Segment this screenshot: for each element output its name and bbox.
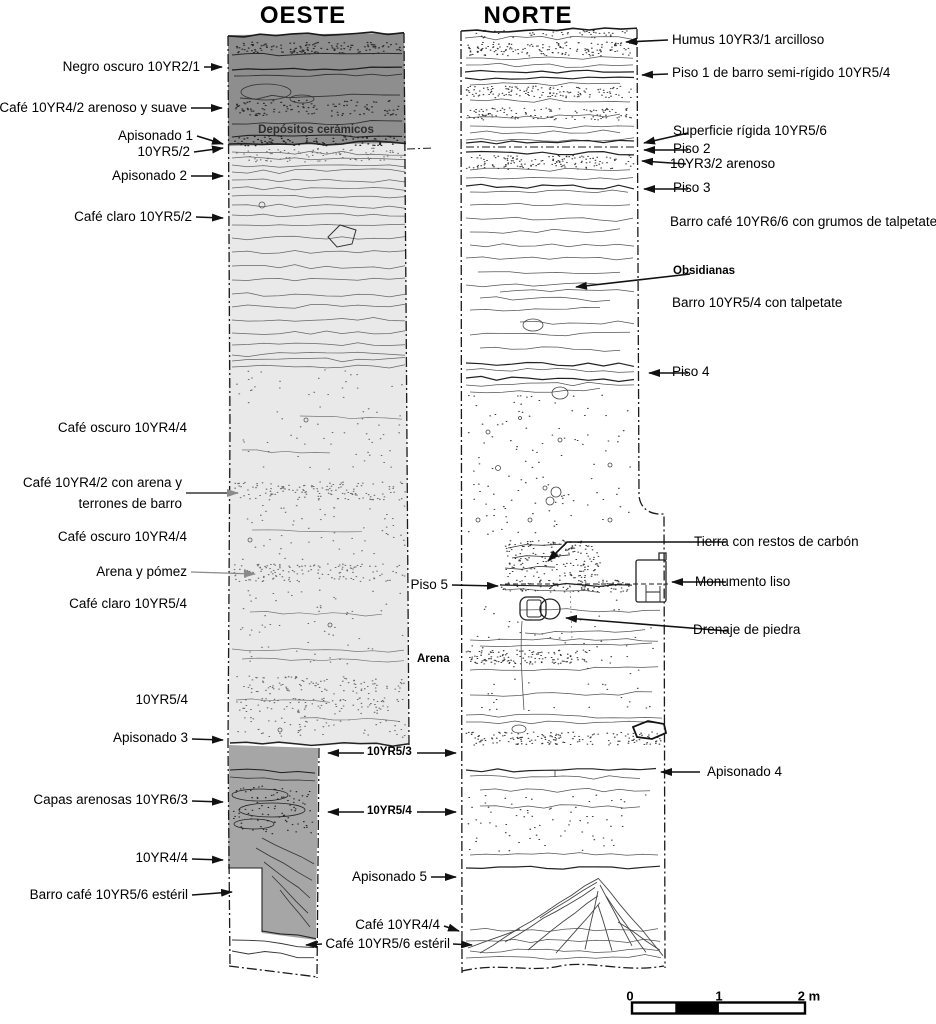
title-oeste: OESTE <box>259 2 347 29</box>
arrow-cafe-esteril-right <box>452 940 473 949</box>
label-piso-5: Piso 5 <box>410 576 448 592</box>
arrow-cafe-claro-52 <box>195 213 224 222</box>
label-cafe-arenoso-suave: Café 10YR4/2 arenoso y suave <box>0 99 187 115</box>
label-apisonado-5: Apisonado 5 <box>351 868 427 884</box>
label-cafe-44-mid: Café 10YR4/4 <box>355 916 440 932</box>
label-cafe-esteril-mid: Café 10YR5/6 estéril <box>325 935 450 951</box>
label-cafe-claro-54: Café claro 10YR5/4 <box>69 595 187 611</box>
label-arena-mid: Arena <box>417 653 450 666</box>
oeste-light-band <box>228 143 409 745</box>
label-piso-4: Piso 4 <box>672 363 710 379</box>
label-10yr54-mid: 10YR5/4 <box>367 805 412 818</box>
label-cafe-oscuro-44-b: Café oscuro 10YR4/4 <box>57 528 187 544</box>
label-arena-pomez: Arena y pómez <box>96 563 187 579</box>
label-10yr44: 10YR4/4 <box>135 849 188 865</box>
oeste-section <box>228 33 409 940</box>
label-piso-3: Piso 3 <box>673 179 711 195</box>
arrow-10yr52 <box>193 145 224 154</box>
label-apisonado-1: Apisonado 1 <box>117 127 193 143</box>
label-humus: Humus 10YR3/1 arcilloso <box>672 31 825 47</box>
label-apisonado-2: Apisonado 2 <box>111 167 187 183</box>
oeste-left-edge <box>227 35 231 967</box>
title-norte: NORTE <box>483 2 573 29</box>
arrow-obsidianas <box>575 273 691 290</box>
scale-tick-1: 1 <box>715 988 723 1004</box>
norte-left-edge <box>460 30 463 974</box>
arrow-10yr44 <box>191 855 224 864</box>
arrow-piso-1 <box>641 70 669 79</box>
label-piso-2: Piso 2 <box>673 140 711 156</box>
oeste-right-edge-upper <box>403 32 410 746</box>
label-cafe-claro-52: Café claro 10YR5/2 <box>74 208 192 224</box>
norte-right-edge <box>636 28 666 969</box>
label-cafe-con-arena: Café 10YR4/2 con arena y terrones de bar… <box>22 475 182 511</box>
label-apisonado-4: Apisonado 4 <box>707 763 783 779</box>
arrow-humus <box>625 37 669 46</box>
oeste-bottom-edge <box>228 965 319 978</box>
arrow-capas-arenosas <box>191 797 224 806</box>
label-apisonado-3: Apisonado 3 <box>112 729 188 745</box>
norte-bottom-edge <box>461 963 665 972</box>
label-10yr52: 10YR5/2 <box>137 143 190 159</box>
arrow-cafe-esteril-left <box>305 940 323 949</box>
label-barro-cafe-esteril: Barro café 10YR5/6 estéril <box>29 886 188 902</box>
monumento-liso-feature <box>635 552 667 603</box>
arrow-arena-pomez <box>190 569 256 578</box>
label-barro-grumos: Barro café 10YR6/6 con grumos de talpeta… <box>670 213 936 229</box>
oeste-right-extension-line <box>406 147 434 150</box>
arrow-superficie <box>643 132 689 145</box>
label-negro-oscuro: Negro oscuro 10YR2/1 <box>62 58 200 74</box>
label-superficie: Superficie rígida 10YR5/6 <box>673 122 827 138</box>
oeste-dark-bottom-band <box>228 745 318 940</box>
label-barro-talpetate: Barro 10YR5/4 con talpetate <box>672 294 843 310</box>
arrow-drenaje <box>565 614 729 632</box>
oeste-right-edge-lower <box>316 747 320 979</box>
label-10yr53-mid: 10YR5/3 <box>367 746 412 759</box>
label-10yr32-arenoso: 10YR3/2 arenoso <box>670 155 776 171</box>
profile-sketch-texture <box>227 27 668 960</box>
scale-bar <box>630 1001 807 1015</box>
label-cafe-oscuro-44-a: Café oscuro 10YR4/4 <box>57 419 187 435</box>
arrow-cafe-44-mid <box>443 923 460 932</box>
arrow-barro-esteril <box>191 888 233 897</box>
section-edges <box>227 28 668 979</box>
label-tierra-carbon: Tierra con restos de carbón <box>694 533 859 549</box>
arrow-tierra-carbon <box>547 541 726 562</box>
arrow-10yr32 <box>641 157 687 166</box>
label-monumento-liso: Monumento liso <box>695 573 791 589</box>
label-10yr54-plain: 10YR5/4 <box>135 691 188 707</box>
label-obsidianas: Obsidianas <box>673 265 735 278</box>
label-drenaje-piedra: Drenaje de piedra <box>693 621 801 637</box>
label-depositos-ceramicos: Depósitos cerámicos <box>258 124 374 137</box>
scale-tick-2m: 2 m <box>797 988 821 1004</box>
label-piso-1: Piso 1 de barro semi-rígido 10YR5/4 <box>672 64 891 80</box>
oeste-dark-top-band <box>228 33 406 146</box>
scale-tick-0: 0 <box>626 988 634 1004</box>
drenaje-feature <box>519 585 573 711</box>
label-capas-arenosas: Capas arenosas 10YR6/3 <box>33 791 188 807</box>
annotation-arrows <box>186 37 729 949</box>
arrow-apisonado-3 <box>191 735 224 744</box>
arrow-apisonado-1 <box>196 135 224 145</box>
arrow-piso-5 <box>451 581 499 590</box>
